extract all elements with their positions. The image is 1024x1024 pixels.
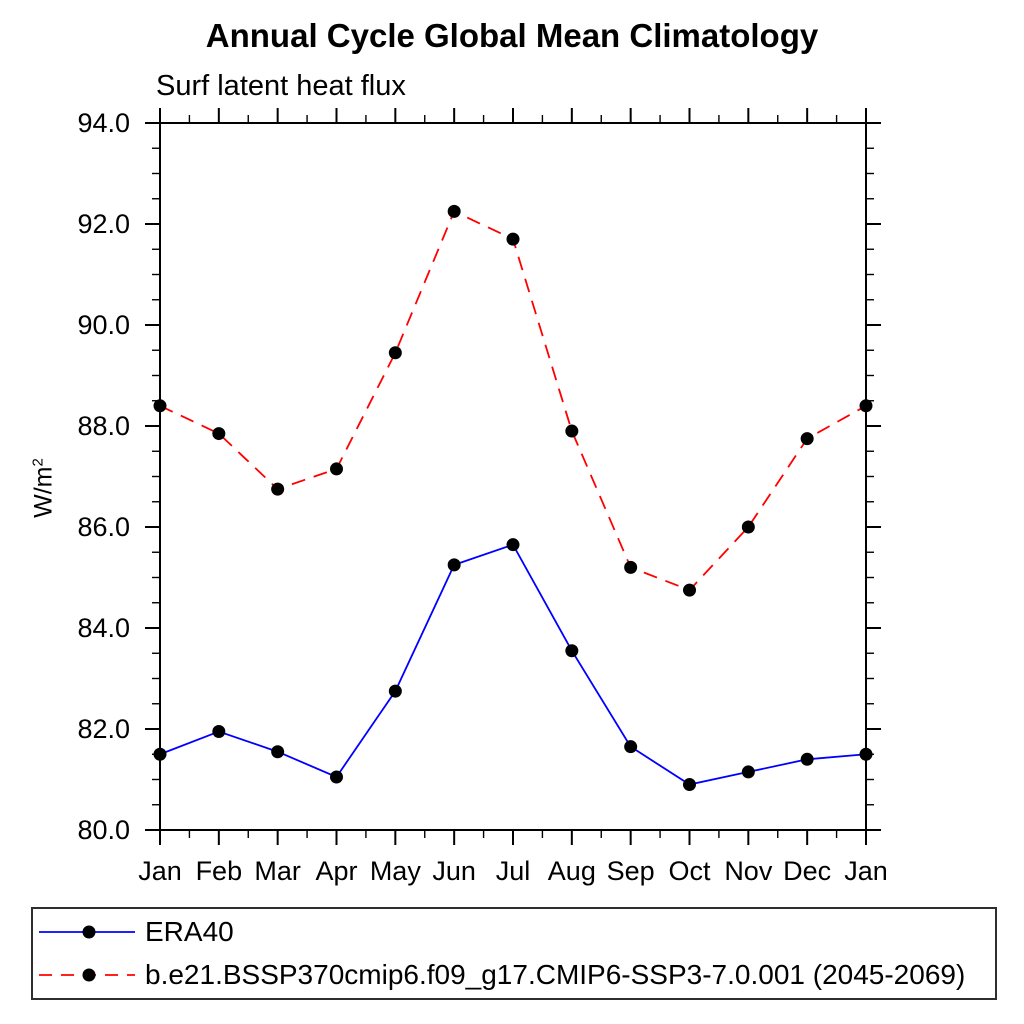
x-tick-label: May (370, 856, 422, 886)
data-point (330, 770, 343, 784)
data-point (506, 232, 520, 246)
legend-label-era40: ERA40 (145, 916, 234, 947)
x-tick-label: Jun (432, 856, 476, 886)
data-point (506, 538, 520, 552)
x-tick-label: Mar (254, 856, 301, 886)
chart-subtitle: Surf latent heat flux (156, 70, 406, 102)
data-point (330, 462, 343, 476)
data-point (153, 747, 167, 761)
y-tick-label: 92.0 (77, 209, 130, 239)
data-point (859, 399, 873, 413)
y-tick-label: 84.0 (77, 613, 130, 643)
x-tick-label: Sep (607, 856, 655, 886)
x-tick-label: Oct (668, 856, 711, 886)
x-tick-label: Jul (496, 856, 531, 886)
data-point (683, 583, 696, 597)
data-point (565, 424, 579, 438)
chart-title: Annual Cycle Global Mean Climatology (205, 17, 819, 54)
data-point (800, 432, 814, 446)
legend-label-model: b.e21.BSSP370cmip6.f09_g17.CMIP6-SSP3-7.… (145, 959, 966, 990)
legend-sample-marker (82, 925, 96, 939)
data-point (565, 644, 579, 658)
data-point (388, 684, 402, 698)
data-point (388, 346, 402, 360)
plot-box (159, 122, 867, 831)
y-tick-label: 90.0 (77, 310, 130, 340)
legend-item-era40: ERA40 (37, 912, 995, 952)
legend-box: ERA40 b.e21.BSSP370cmip6.f09_g17.CMIP6-S… (31, 907, 997, 1000)
data-point (624, 560, 638, 574)
y-tick-label: 82.0 (77, 714, 130, 744)
y-tick-label: 80.0 (77, 815, 130, 845)
y-tick-label: 86.0 (77, 512, 130, 542)
x-tick-label: Aug (548, 856, 596, 886)
legend-item-model: b.e21.BSSP370cmip6.f09_g17.CMIP6-SSP3-7.… (37, 955, 995, 995)
x-tick-label: Nov (724, 856, 773, 886)
data-point (741, 520, 755, 534)
legend-line-sample-dashed (39, 968, 135, 982)
y-tick-label: 94.0 (77, 108, 130, 138)
data-point (624, 740, 638, 754)
x-tick-label: Feb (196, 856, 243, 886)
x-tick-label: Apr (315, 856, 357, 886)
series-line-0 (159, 543, 867, 786)
data-point (447, 558, 461, 572)
data-point (212, 725, 226, 739)
data-point (741, 765, 755, 779)
data-point (800, 752, 814, 766)
data-point (447, 204, 461, 218)
series-line-1 (159, 210, 867, 592)
x-tick-label: Jan (844, 856, 888, 886)
data-point (859, 747, 873, 761)
legend-line-sample-solid (39, 925, 135, 939)
data-point (212, 427, 226, 441)
data-point (153, 399, 167, 413)
x-tick-label: Jan (138, 856, 182, 886)
data-point (271, 745, 285, 759)
data-point (271, 482, 285, 496)
data-point (683, 778, 696, 792)
legend-sample-marker (82, 968, 96, 982)
x-tick-label: Dec (783, 856, 831, 886)
y-tick-label: 88.0 (77, 411, 130, 441)
